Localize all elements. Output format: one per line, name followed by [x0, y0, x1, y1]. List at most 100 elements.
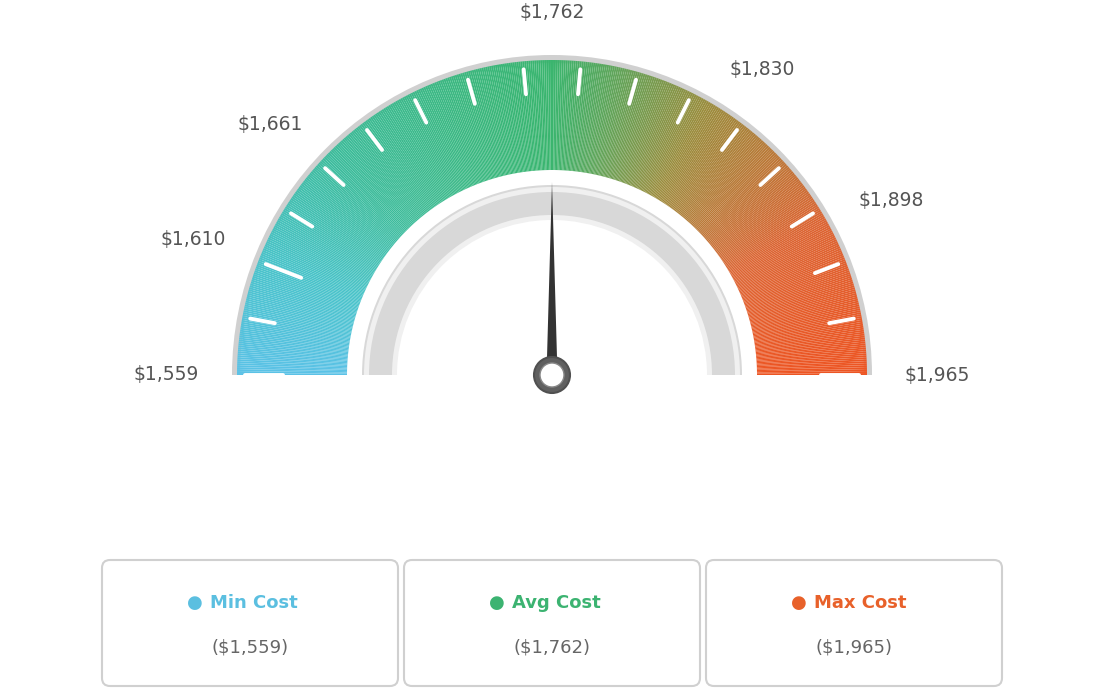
- Wedge shape: [291, 197, 383, 259]
- Wedge shape: [355, 128, 425, 215]
- Wedge shape: [502, 63, 521, 172]
- Wedge shape: [393, 102, 449, 198]
- Wedge shape: [253, 276, 358, 312]
- Wedge shape: [560, 60, 566, 170]
- Wedge shape: [505, 63, 522, 172]
- Wedge shape: [275, 224, 372, 277]
- Wedge shape: [282, 211, 376, 270]
- Wedge shape: [701, 159, 783, 235]
- Wedge shape: [756, 355, 867, 364]
- Wedge shape: [569, 61, 580, 171]
- Wedge shape: [732, 224, 829, 277]
- Wedge shape: [578, 63, 595, 172]
- Wedge shape: [392, 215, 712, 375]
- Wedge shape: [756, 342, 866, 355]
- Wedge shape: [262, 252, 363, 296]
- Text: Min Cost: Min Cost: [210, 594, 298, 612]
- Wedge shape: [247, 293, 354, 323]
- Wedge shape: [241, 324, 350, 343]
- Wedge shape: [756, 351, 867, 361]
- Wedge shape: [335, 146, 412, 226]
- Wedge shape: [237, 359, 348, 366]
- Wedge shape: [718, 190, 808, 255]
- Wedge shape: [514, 62, 529, 171]
- Wedge shape: [420, 88, 467, 189]
- Wedge shape: [322, 158, 403, 235]
- Wedge shape: [411, 92, 461, 192]
- Wedge shape: [247, 295, 353, 324]
- Polygon shape: [546, 182, 558, 375]
- Wedge shape: [729, 217, 825, 273]
- Wedge shape: [750, 291, 856, 322]
- Wedge shape: [585, 64, 605, 173]
- Wedge shape: [755, 335, 864, 351]
- Wedge shape: [669, 117, 734, 208]
- Wedge shape: [325, 155, 405, 233]
- Wedge shape: [728, 211, 822, 270]
- Wedge shape: [339, 141, 414, 224]
- Wedge shape: [548, 60, 551, 170]
- Wedge shape: [661, 108, 721, 202]
- Wedge shape: [720, 193, 810, 257]
- Wedge shape: [237, 353, 348, 362]
- Wedge shape: [746, 274, 851, 310]
- Wedge shape: [328, 152, 407, 231]
- Wedge shape: [522, 61, 534, 171]
- Wedge shape: [243, 310, 351, 334]
- Wedge shape: [427, 85, 471, 187]
- Wedge shape: [457, 75, 491, 179]
- Wedge shape: [307, 176, 393, 246]
- Wedge shape: [740, 250, 842, 295]
- Wedge shape: [445, 78, 484, 182]
- Wedge shape: [449, 77, 486, 181]
- Wedge shape: [363, 121, 431, 210]
- Wedge shape: [735, 235, 836, 286]
- Wedge shape: [244, 308, 352, 333]
- Wedge shape: [699, 155, 779, 233]
- Wedge shape: [605, 71, 636, 177]
- Wedge shape: [662, 110, 724, 204]
- Wedge shape: [755, 333, 864, 349]
- Wedge shape: [396, 100, 453, 197]
- Wedge shape: [607, 72, 638, 178]
- Wedge shape: [320, 161, 402, 237]
- Wedge shape: [241, 322, 350, 342]
- Wedge shape: [609, 72, 641, 179]
- Wedge shape: [689, 140, 763, 223]
- Wedge shape: [743, 259, 846, 301]
- Wedge shape: [602, 70, 630, 177]
- Wedge shape: [237, 369, 347, 373]
- Wedge shape: [361, 124, 428, 213]
- Wedge shape: [301, 182, 390, 250]
- Wedge shape: [559, 60, 564, 170]
- Wedge shape: [310, 171, 395, 244]
- Wedge shape: [592, 66, 615, 174]
- Wedge shape: [726, 210, 821, 268]
- Wedge shape: [753, 312, 861, 335]
- Wedge shape: [305, 179, 392, 248]
- Wedge shape: [295, 191, 385, 257]
- Wedge shape: [414, 91, 464, 190]
- Wedge shape: [288, 201, 381, 263]
- Wedge shape: [649, 98, 703, 195]
- Wedge shape: [262, 250, 364, 295]
- Wedge shape: [741, 252, 842, 296]
- Wedge shape: [338, 143, 414, 225]
- Wedge shape: [746, 276, 851, 312]
- Wedge shape: [362, 123, 429, 211]
- Wedge shape: [248, 289, 354, 320]
- Wedge shape: [714, 184, 804, 251]
- Wedge shape: [757, 367, 867, 371]
- Wedge shape: [369, 118, 434, 208]
- Wedge shape: [646, 95, 699, 193]
- Text: ●: ●: [489, 594, 505, 612]
- Wedge shape: [256, 266, 360, 306]
- Wedge shape: [538, 60, 544, 170]
- Wedge shape: [517, 62, 530, 171]
- Wedge shape: [724, 203, 817, 264]
- Wedge shape: [720, 195, 811, 259]
- Wedge shape: [279, 217, 375, 273]
- Wedge shape: [751, 299, 858, 326]
- Wedge shape: [675, 123, 742, 211]
- Wedge shape: [718, 188, 807, 255]
